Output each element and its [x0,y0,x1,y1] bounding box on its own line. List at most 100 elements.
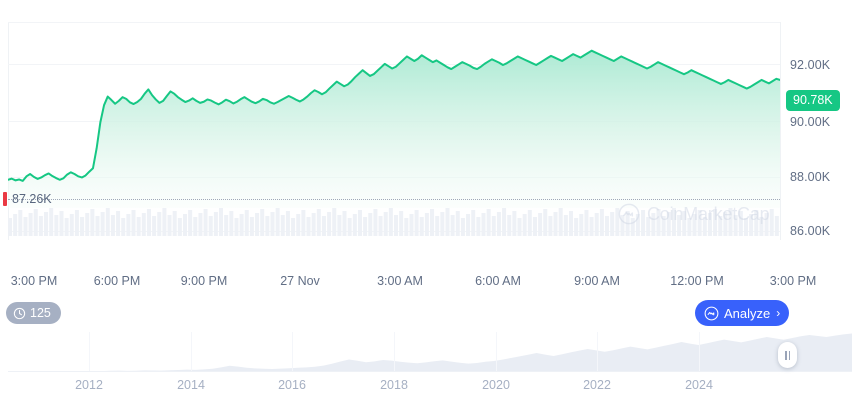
volume-bar [59,211,64,236]
volume-bar [671,208,676,236]
volume-bar [414,210,419,236]
gridline [8,22,780,23]
volume-bar [352,214,357,236]
volume-bar [399,211,404,236]
volume-bar [440,212,445,236]
volume-bar [121,218,126,236]
y-axis-tick: 86.00K [790,224,831,238]
volume-bar [574,218,579,236]
time-counter-badge[interactable]: 125 [6,302,61,324]
volume-bar [69,214,74,236]
volume-bar [532,217,537,236]
volume-bar [584,210,589,236]
navigator-gridline [394,332,395,372]
volume-bar [682,211,687,236]
analyze-button[interactable]: Analyze › [695,300,790,326]
volume-bar [177,218,182,236]
volume-bar [486,209,491,236]
navigator-gridline [699,332,700,372]
navigator-baseline [8,371,852,372]
volume-bar [162,208,167,236]
navigator-area-chart[interactable] [8,332,852,372]
volume-bar [641,210,646,236]
volume-bar [105,208,110,236]
volume-bar [224,215,229,236]
volume-bar [620,215,625,236]
x-axis-tick: 6:00 AM [475,274,521,288]
volume-bar [502,208,507,236]
volume-bar [337,215,342,236]
navigator-drag-handle[interactable] [778,342,797,368]
volume-bar [430,209,435,236]
navigator-gridline [292,332,293,372]
grip-bar [785,350,787,360]
volume-bar [630,218,635,236]
volume-bar [110,215,115,236]
navigator-year-tick: 2018 [380,378,408,392]
volume-bar [280,215,285,236]
navigator-gridline [597,332,598,372]
navigator-year-tick: 2024 [685,378,713,392]
clock-icon [13,307,26,319]
navigator-year-tick: 2014 [177,378,205,392]
volume-bar [424,213,429,236]
volume-bar [625,211,630,236]
coinmarketcap-logo-icon [704,306,719,320]
volume-bar [198,213,203,236]
volume-bar [404,218,409,236]
volume-bar [100,212,105,236]
volume-bar [599,209,604,236]
volume-bar [383,212,388,236]
volume-bar [661,216,666,236]
volume-bar [435,216,440,236]
volume-bar [666,212,671,236]
volume-bar [270,212,275,236]
x-axis-tick: 27 Nov [280,274,320,288]
chevron-right-icon: › [776,306,781,320]
volume-bar [394,215,399,236]
volume-bar [409,214,414,236]
volume-bar [13,214,18,236]
volume-bar [558,208,563,236]
x-axis-tick: 12:00 PM [670,274,724,288]
volume-bar [332,208,337,236]
volume-bar [342,211,347,236]
volume-bar [543,209,548,236]
volume-bar [538,213,543,236]
range-navigator[interactable] [8,332,852,372]
volume-bar [445,208,450,236]
volume-bar [33,209,38,236]
price-area-chart[interactable] [8,22,780,240]
x-axis-tick: 3:00 PM [10,274,58,288]
volume-bar [568,211,573,236]
volume-bar [378,216,383,236]
volume-bar [697,210,702,236]
volume-bar [38,216,43,236]
y-axis-tick: 88.00K [790,170,831,184]
volume-bar [265,216,270,236]
volume-bar [141,213,146,236]
low-price-reference-line [8,199,780,200]
time-counter-label: 125 [30,306,51,320]
volume-bar [692,214,697,236]
volume-bar [208,216,213,236]
volume-bar [285,211,290,236]
volume-bar [754,210,759,236]
volume-bar [260,209,265,236]
x-axis-tick: 9:00 AM [574,274,620,288]
volume-bar [687,218,692,236]
volume-bar [677,215,682,236]
x-axis-tick: 9:00 PM [180,274,228,288]
volume-bar [522,214,527,236]
volume-bar [646,217,651,236]
volume-bar [182,214,187,236]
volume-bar [131,210,136,236]
volume-bar [466,214,471,236]
volume-bar [651,213,656,236]
navigator-gridline [496,332,497,372]
volume-bar [80,217,85,236]
x-axis-tick: 3:00 AM [377,274,423,288]
volume-bar [749,214,754,236]
volume-bar [234,218,239,236]
